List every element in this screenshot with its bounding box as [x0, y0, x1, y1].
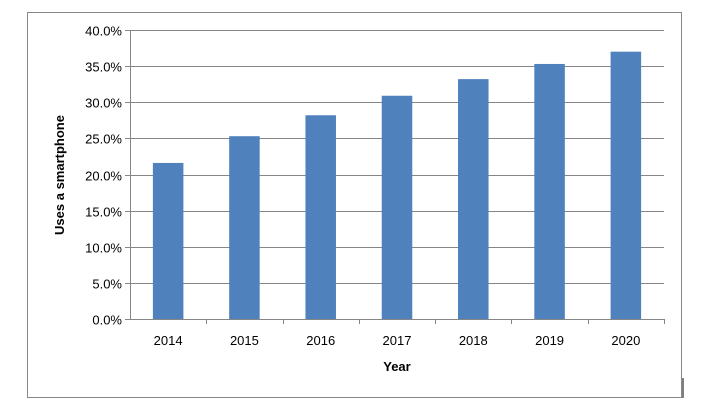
bars [152, 51, 642, 320]
x-axis-title: Year [383, 359, 410, 374]
bar-2019 [534, 63, 565, 319]
x-tick-label: 2018 [459, 333, 488, 348]
x-tick-label: 2016 [306, 333, 335, 348]
bar-2017 [381, 95, 413, 319]
bar-2018 [458, 79, 489, 319]
bar-2016 [305, 115, 336, 319]
y-tick-label: 10.0% [85, 241, 122, 256]
chart-border [27, 12, 682, 398]
x-tick-label: 2015 [230, 333, 259, 348]
axes [125, 30, 665, 324]
y-tick-label: 35.0% [85, 60, 122, 75]
x-tick-label: 2019 [535, 333, 564, 348]
y-tick-label: 15.0% [85, 205, 122, 220]
x-tick-label: 2020 [611, 333, 640, 348]
y-axis-title: Uses a smartphone [52, 115, 67, 235]
bar-2014 [152, 162, 184, 319]
y-tick-label: 30.0% [85, 96, 122, 111]
bar-2015 [229, 136, 260, 319]
x-tick-labels: 2014 2015 2016 2017 2018 2019 2020 [154, 333, 641, 348]
bar-2020 [610, 51, 642, 320]
x-tick-label: 2014 [154, 333, 183, 348]
y-tick-labels: 0.0% 5.0% 10.0% 15.0% 20.0% 25.0% 30.0% 35.0% 40… [85, 24, 122, 328]
x-tick-label: 2017 [383, 333, 412, 348]
y-tick-label: 5.0% [92, 277, 122, 292]
y-tick-label: 20.0% [85, 169, 122, 184]
y-tick-label: 40.0% [85, 24, 122, 39]
y-tick-label: 25.0% [85, 132, 122, 147]
y-tick-label: 0.0% [92, 313, 122, 328]
